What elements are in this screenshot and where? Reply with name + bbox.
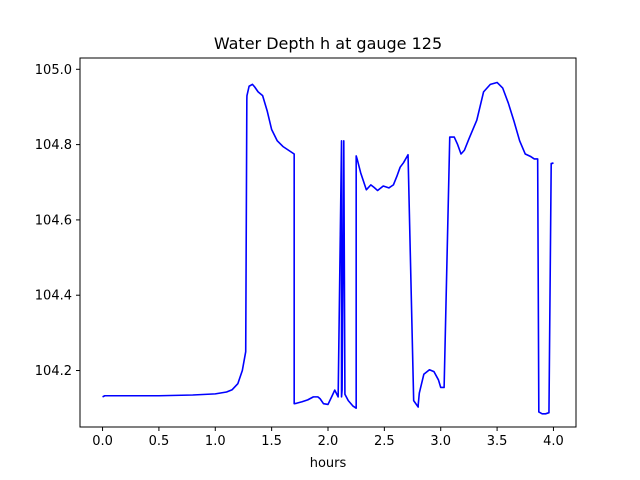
y-tick-label: 104.8 — [35, 138, 72, 153]
x-tick-label: 0.5 — [149, 434, 170, 449]
x-tick-label: 0.0 — [92, 434, 113, 449]
y-axis: 104.2 104.4 104.6 104.8 105.0 — [35, 63, 80, 379]
series-line-0 — [102, 81, 554, 415]
x-tick-label: 2.0 — [318, 434, 339, 449]
y-tick-label: 104.4 — [35, 289, 72, 304]
y-tick-label: 104.2 — [35, 364, 72, 379]
x-tick-label: 4.0 — [543, 434, 564, 449]
y-tick-label: 104.6 — [35, 213, 72, 228]
chart-title: Water Depth h at gauge 125 — [214, 34, 442, 53]
x-axis: 0.0 0.5 1.0 1.5 2.0 2.5 3.0 3.5 4.0 — [92, 427, 564, 449]
x-tick-label: 1.5 — [261, 434, 282, 449]
x-tick-label: 1.0 — [205, 434, 226, 449]
x-tick-label: 3.0 — [430, 434, 451, 449]
y-tick-label: 105.0 — [35, 63, 72, 78]
x-axis-label: hours — [310, 456, 347, 471]
x-tick-label: 2.5 — [374, 434, 395, 449]
x-tick-label: 3.5 — [487, 434, 508, 449]
